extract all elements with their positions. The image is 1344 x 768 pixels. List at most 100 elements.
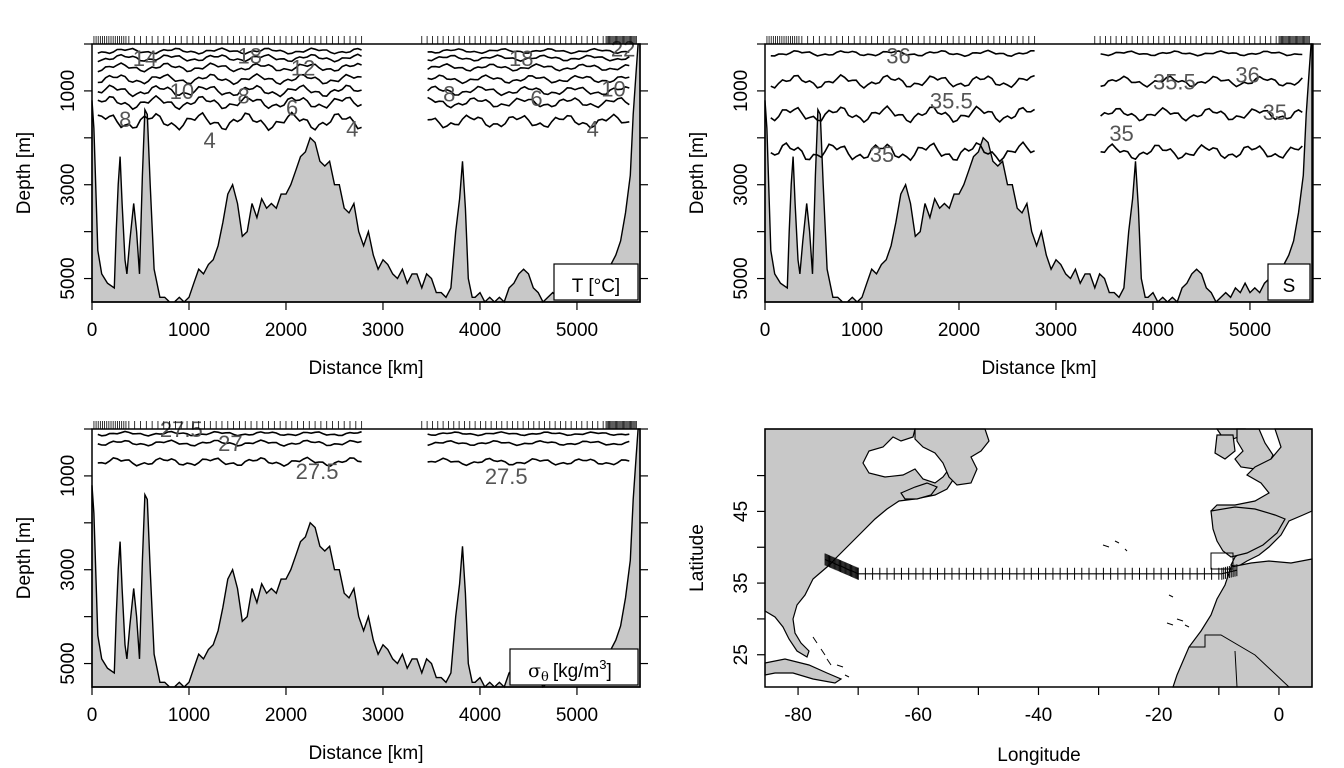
- land-cuba: [764, 658, 843, 684]
- contour-label: 8: [119, 107, 131, 132]
- contour-label: 35.5: [930, 88, 973, 113]
- land-newfoundland: [914, 428, 990, 486]
- contours-salinity: [770, 49, 1303, 163]
- x-tick-label: 1000: [168, 320, 210, 341]
- contour-label: 14: [133, 46, 157, 71]
- x-tick-label: 1000: [168, 705, 210, 726]
- contour-label: 10: [601, 77, 625, 102]
- contour-label: 10: [170, 79, 194, 104]
- contour-line: [427, 63, 630, 72]
- station-track: [824, 553, 1238, 580]
- track-end-marker: [1210, 552, 1234, 570]
- contour-label: 35: [1109, 121, 1133, 146]
- contour-line: [97, 111, 362, 132]
- y-axis-map: 25 35 45: [731, 474, 765, 665]
- y-tick-label: 1000: [58, 455, 79, 497]
- contour-line: [427, 439, 630, 447]
- y-tick-label: 35: [731, 573, 752, 594]
- legend-box-salinity: [1267, 263, 1311, 301]
- contour-label: 35: [1263, 100, 1287, 125]
- contour-label: 35: [870, 142, 894, 167]
- contour-line: [427, 85, 630, 97]
- plot-frame-density: [91, 428, 641, 688]
- y-tick-label: 3000: [731, 164, 752, 206]
- contour-line: [770, 140, 1035, 163]
- y-axis-density: 1000 3000 5000: [58, 428, 648, 685]
- y-axis-label-temperature: Depth [m]: [14, 132, 35, 214]
- contour-label: 36: [886, 44, 910, 69]
- contour-label: 6: [530, 86, 542, 111]
- legend-text-salinity: S: [1283, 276, 1296, 297]
- contour-line: [770, 49, 1035, 58]
- contour-label: 18: [237, 44, 261, 69]
- legend-temperature: T [°C]: [553, 263, 639, 301]
- y-tick-label: 5000: [58, 642, 79, 684]
- contour-label: 18: [509, 46, 533, 71]
- x-tick-label: 5000: [1229, 320, 1271, 341]
- contour-line: [1100, 106, 1303, 122]
- contour-line: [97, 72, 362, 86]
- x-tick-label: 4000: [459, 320, 501, 341]
- y-tick-label: 1000: [731, 70, 752, 112]
- x-tick-label: 5000: [556, 320, 598, 341]
- y-axis-label-map: Latitude: [687, 524, 708, 592]
- land-north-africa: [1172, 558, 1313, 688]
- contour-label: 4: [346, 116, 358, 141]
- x-tick-label: 3000: [362, 705, 404, 726]
- x-axis-map: -80 -60 -40 -20 0: [784, 687, 1284, 726]
- contour-line: [427, 47, 630, 55]
- contour-label: 8: [443, 81, 455, 106]
- legend-text-density: σθ [kg/m3]: [528, 657, 612, 685]
- y-tick-label: 3000: [58, 549, 79, 591]
- contour-line: [97, 47, 362, 55]
- x-tick-label: 0: [1274, 705, 1285, 726]
- contour-label: 27.5: [485, 464, 528, 489]
- contour-line: [97, 456, 362, 468]
- x-axis-density: 0 1000 2000 3000 4000 5000: [87, 687, 598, 726]
- contour-label: 36: [1235, 62, 1259, 87]
- x-tick-label: 3000: [1035, 320, 1077, 341]
- x-axis-label-map: Longitude: [997, 745, 1080, 766]
- x-tick-label: -80: [784, 705, 811, 726]
- contour-line: [427, 113, 630, 129]
- contour-line: [1100, 50, 1303, 57]
- x-tick-label: 1000: [841, 320, 883, 341]
- contour-label: 12: [291, 55, 315, 80]
- x-axis-temperature: 0 1000 2000 3000 4000 5000: [87, 302, 598, 341]
- x-axis-label-salinity: Distance [km]: [981, 358, 1096, 379]
- contour-label: 35.5: [1153, 70, 1196, 95]
- contour-line: [770, 105, 1036, 124]
- y-tick-label: 1000: [58, 70, 79, 112]
- legend-box-density: [509, 648, 639, 686]
- land-canaries: [1166, 618, 1190, 628]
- legend-text-temperature: T [°C]: [572, 276, 620, 297]
- contours-temperature: [97, 47, 630, 132]
- land-north-america: [764, 428, 956, 658]
- y-tick-label: 5000: [731, 257, 752, 299]
- contour-line: [427, 74, 630, 85]
- contour-line: [97, 94, 362, 111]
- station-ticks-salinity: [766, 36, 1310, 44]
- contour-label: 27: [218, 431, 242, 456]
- land-bahamas: [812, 636, 850, 678]
- y-axis-label-salinity: Depth [m]: [687, 132, 708, 214]
- contours-density: [97, 430, 630, 468]
- contour-line: [770, 73, 1035, 90]
- x-axis-label-density: Distance [km]: [308, 743, 423, 764]
- x-tick-label: 2000: [265, 705, 307, 726]
- legend-box-temperature: [553, 263, 639, 301]
- contour-line: [1100, 142, 1303, 161]
- contour-label: 4: [204, 128, 216, 153]
- y-tick-label: 45: [731, 501, 752, 522]
- y-tick-label: 5000: [58, 257, 79, 299]
- x-tick-label: -20: [1145, 705, 1172, 726]
- land-azores: [1102, 540, 1128, 552]
- y-tick-label: 25: [731, 644, 752, 665]
- x-tick-label: 3000: [362, 320, 404, 341]
- contour-line: [427, 457, 630, 467]
- y-axis-label-density: Depth [m]: [14, 517, 35, 599]
